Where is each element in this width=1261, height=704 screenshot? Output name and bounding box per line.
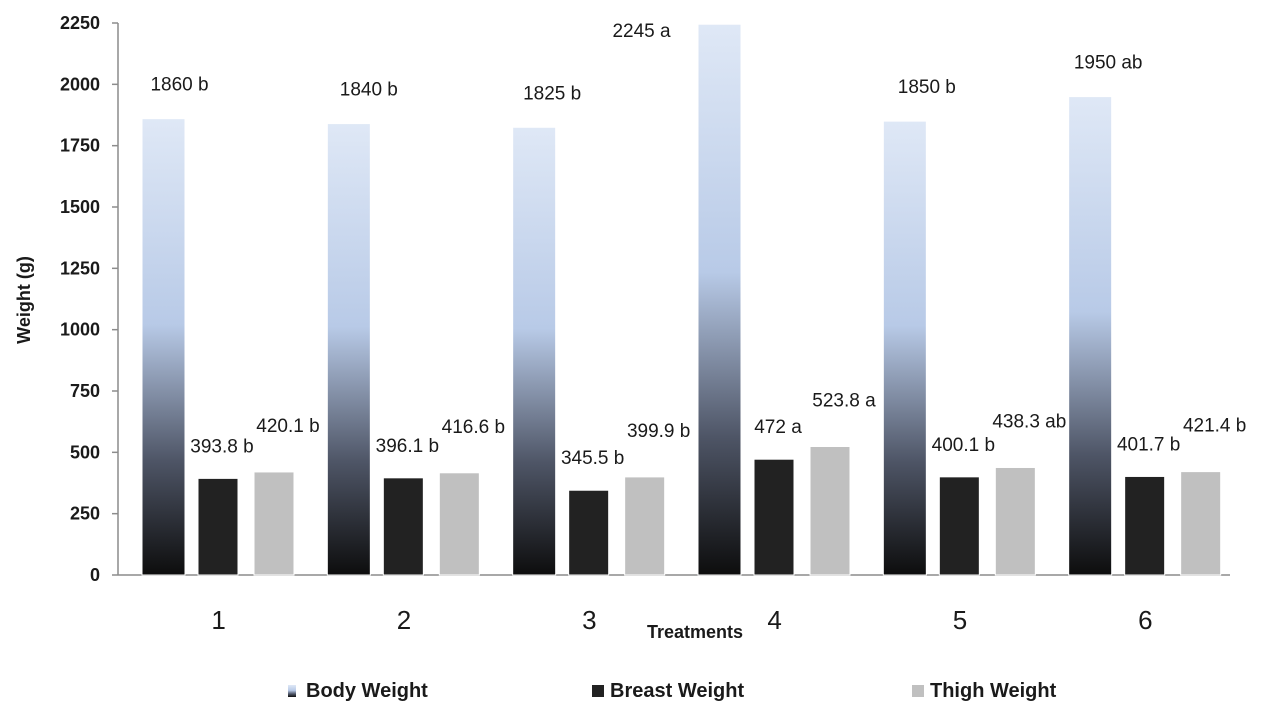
- breast-weight-label: 472 a: [754, 417, 802, 438]
- thigh-weight-bar: [994, 466, 1036, 576]
- thigh-weight-label: 438.3 ab: [992, 411, 1066, 432]
- data-labels: 1860 b 1840 b 1825 b 2245 a 1850 b 1950 ab 393…: [150, 21, 1246, 469]
- breast-weight-bar: [382, 477, 424, 576]
- thigh-weight-label: 399.9 b: [627, 421, 690, 442]
- body-weight-bar: [1068, 96, 1113, 576]
- body-weight-bar: [697, 23, 742, 576]
- body-weight-legend-label: Body Weight: [306, 680, 428, 702]
- y-tick-label: 2000: [60, 74, 100, 94]
- y-tick-label: 500: [70, 442, 100, 462]
- body-weight-label: 2245 a: [612, 21, 671, 42]
- body-weight-label: 1850 b: [898, 77, 956, 98]
- breast-weight-bar: [1124, 475, 1166, 576]
- thigh-weight-bar: [1180, 471, 1222, 576]
- breast-weight-label: 401.7 b: [1117, 434, 1180, 455]
- y-tick-label: 1000: [60, 320, 100, 340]
- breast-weight-label: 393.8 b: [190, 436, 253, 457]
- y-tick-label: 1250: [60, 258, 100, 278]
- thigh-weight-label: 416.6 b: [442, 417, 505, 438]
- thigh-weight-bar: [438, 472, 480, 576]
- body-weight-label: 1840 b: [340, 80, 398, 101]
- body-weight-bar: [882, 120, 927, 576]
- x-tick-label: 1: [211, 605, 225, 635]
- bars: [141, 23, 1222, 576]
- x-tick-label: 2: [397, 605, 411, 635]
- thigh-weight-bar: [809, 445, 851, 576]
- x-tick-label: 6: [1138, 605, 1152, 635]
- breast-weight-bar: [753, 458, 795, 576]
- body-weight-bar: [512, 126, 557, 576]
- thigh-weight-label: 420.1 b: [256, 416, 319, 437]
- y-tick-label: 750: [70, 381, 100, 401]
- body-weight-label: 1825 b: [523, 83, 581, 104]
- y-tick-label: 1500: [60, 197, 100, 217]
- axes: 0 250 500 750 1000 1250 1500 1750 2000 2250 1 2 3 4 5 6: [60, 13, 1230, 635]
- y-tick-label: 0: [90, 565, 100, 585]
- breast-weight-label: 396.1 b: [376, 436, 439, 457]
- thigh-weight-bar: [253, 471, 295, 576]
- y-tick-label: 1750: [60, 136, 100, 156]
- thigh-weight-legend-label: Thigh Weight: [930, 680, 1057, 702]
- x-axis-title: Treatments: [647, 622, 743, 642]
- breast-weight-label: 345.5 b: [561, 448, 624, 469]
- y-tick-label: 250: [70, 504, 100, 524]
- body-weight-label: 1950 ab: [1074, 53, 1143, 74]
- thigh-weight-label: 421.4 b: [1183, 416, 1246, 437]
- y-tick-label: 2250: [60, 13, 100, 33]
- body-weight-label: 1860 b: [150, 75, 208, 96]
- breast-weight-bar: [197, 477, 239, 576]
- body-weight-bar: [141, 118, 186, 576]
- x-tick-label: 4: [767, 605, 781, 635]
- thigh-weight-label: 523.8 a: [812, 390, 876, 411]
- thigh-weight-legend-swatch: [912, 685, 924, 697]
- breast-weight-legend-label: Breast Weight: [610, 680, 744, 702]
- breast-weight-legend-swatch: [592, 685, 604, 697]
- x-tick-label: 3: [582, 605, 596, 635]
- x-tick-label: 5: [953, 605, 967, 635]
- body-weight-bar: [326, 123, 371, 576]
- breast-weight-bar: [938, 476, 980, 576]
- thigh-weight-bar: [624, 476, 666, 576]
- y-axis-title: Weight (g): [14, 256, 34, 344]
- legend: Body Weight Breast Weight Thigh Weight: [288, 680, 1057, 702]
- body-weight-legend-swatch: [288, 685, 296, 697]
- breast-weight-bar: [568, 489, 610, 576]
- breast-weight-label: 400.1 b: [932, 435, 995, 456]
